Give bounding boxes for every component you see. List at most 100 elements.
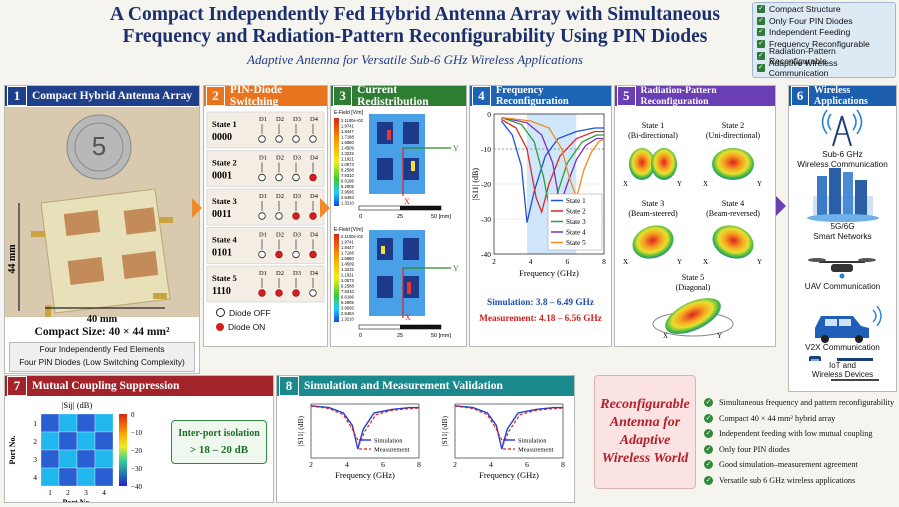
heatmap-cell: [94, 431, 114, 451]
ruler-tick: 50 [mm]: [431, 214, 451, 220]
x-tick-label: 1: [48, 488, 52, 497]
colorbar-tick: 2.6484: [341, 195, 354, 200]
legend-label: Measurement: [518, 447, 554, 454]
x-tick-label: 2: [492, 257, 496, 266]
ruler-tick: 25: [397, 214, 403, 220]
panel-radiation-pattern: 5 Radiation-Pattern Reconfiguration Stat…: [614, 85, 776, 347]
state-code: 0000: [212, 132, 232, 143]
state-desc: (Bi-directional): [628, 131, 678, 140]
state-name: State 3: [212, 196, 237, 206]
state-row: [206, 111, 325, 149]
heatmap-cell: [76, 467, 96, 487]
diode-on: [275, 250, 283, 259]
heatmap-cell: [94, 413, 114, 433]
axis-x-label: X: [703, 258, 708, 266]
panel-validation: 8 Simulation and Measurement Validation …: [276, 375, 575, 503]
off-icon: [216, 308, 225, 317]
axis-x-label: X: [663, 332, 668, 340]
panel-title: Radiation-Pattern Reconfiguration: [640, 85, 717, 107]
panel-number: 1: [7, 86, 27, 106]
heatmap-title: |Sij| (dB): [62, 400, 93, 410]
diode-off: [309, 135, 317, 143]
series-line: [500, 120, 604, 223]
legend-label: State 5: [566, 239, 586, 247]
y-tick-label: 3: [33, 455, 37, 464]
simulation-line: [310, 405, 419, 450]
axis-y-label: Y: [677, 180, 682, 188]
diode-on: [309, 212, 317, 220]
state-name: State 1: [212, 119, 237, 129]
meas-range: Measurement: 4.18 – 6.56 GHz: [479, 314, 602, 324]
x-tick-label: 3: [84, 488, 88, 497]
axis-y-label: Y: [453, 144, 459, 153]
antenna-photo: 5 44 mm: [5, 107, 199, 317]
feature-label: Frequency Reconfigurable: [769, 39, 870, 50]
diode-on: [309, 173, 317, 182]
x-tick-label: 4: [489, 460, 493, 469]
diode-label: D1: [259, 270, 267, 277]
y-tick-label: -30: [481, 215, 491, 224]
feature-item: ✓ Compact Structure: [753, 3, 895, 15]
coupling-heatmap: |Sij| (dB) 1 1 2 2 3 3 4 4 Port No. Port No. 0 −10 −2…: [8, 400, 142, 502]
legend-off-row: Diode OFF: [216, 308, 271, 318]
panel-header: 8 Simulation and Measurement Validation: [277, 376, 574, 396]
state-name: State 3: [642, 199, 665, 208]
x-tick-label: 8: [561, 460, 565, 469]
summary-item: ✓ Versatile sub 6 GHz wireless applicatio…: [704, 473, 896, 489]
plot-frame: [454, 403, 564, 459]
validation-plots: 2 4 6 8 Frequency (GHz) |S11| (dB) Simulation M…: [296, 403, 565, 480]
app-label: Sub-6 GHz Wireless Communication: [797, 150, 888, 169]
panel-title: Mutual Coupling Suppression: [32, 380, 180, 392]
heatmap-cell: [40, 431, 60, 451]
diode-label: D4: [310, 193, 319, 200]
x-tick-label: 6: [381, 460, 385, 469]
y-tick-label: -20: [481, 180, 491, 189]
feature-label: Adaptive Wireless Communication: [768, 57, 838, 78]
panel-number: 5: [617, 86, 636, 106]
diode-off: [292, 173, 300, 182]
colorbar-tick: 1.4509: [341, 146, 354, 151]
summary-text: Simultaneous frequency and pattern recon…: [719, 398, 895, 408]
check-icon: ✓: [757, 16, 765, 25]
panel1-notes: Four Independently Fed Elements Four PIN…: [9, 342, 195, 372]
app-label: IoT and Wireless Devices: [789, 361, 896, 379]
diode-label: D3: [293, 270, 301, 277]
panel-title: Compact Hybrid Antenna Array: [32, 90, 193, 102]
state-desc: (Diagonal): [676, 283, 711, 292]
panel-header: 7 Mutual Coupling Suppression: [5, 376, 273, 396]
colorbar-tick: 9.2588: [341, 284, 354, 289]
state-name: State 5: [682, 273, 705, 282]
check-icon: ✓: [757, 63, 765, 72]
colorbar-tick: 1.8447: [341, 129, 354, 134]
feature-item: ✓ Frequency Reconfigurable: [753, 38, 895, 50]
simulation-line: [454, 405, 563, 450]
axis-x-label: X: [623, 258, 628, 266]
plot-frame: [310, 403, 420, 459]
feature-item: ✓ Independent Feeding: [753, 27, 895, 39]
diode-label: D1: [259, 155, 267, 162]
colorbar-tick: 1.1921: [341, 157, 354, 162]
y-axis-label: |S11| (dB): [471, 168, 480, 200]
note-line: Four PIN Diodes (Low Switching Complexit…: [19, 357, 185, 367]
app-label: UAV Communication: [804, 282, 881, 291]
panel-number: 8: [279, 376, 299, 396]
legend-label: Measurement: [374, 447, 410, 454]
colorbar-tick: 5.2905: [341, 300, 354, 305]
check-icon: ✓: [704, 398, 713, 408]
colorbar-tick: 6.6196: [341, 295, 354, 300]
diode-off: [258, 250, 266, 259]
summary-item: ✓ Simultaneous frequency and pattern reco…: [704, 395, 896, 411]
colorbar-tick: 1.3210: [341, 317, 354, 322]
isolation-label: Inter-port isolation: [178, 428, 260, 439]
series-line: [500, 118, 604, 215]
panel-header: 2 PIN-Diode Switching: [204, 84, 327, 108]
flow-arrow: [776, 196, 786, 216]
heatmap-cell: [40, 449, 60, 469]
x-tick-label: 4: [102, 488, 106, 497]
axis-y-label: Y: [677, 258, 682, 266]
panel-number: 3: [333, 86, 353, 106]
panel-header: 6 Wireless Applications: [789, 85, 896, 107]
x-axis-label: Frequency (GHz): [519, 268, 579, 278]
diode-label: D1: [259, 193, 267, 200]
